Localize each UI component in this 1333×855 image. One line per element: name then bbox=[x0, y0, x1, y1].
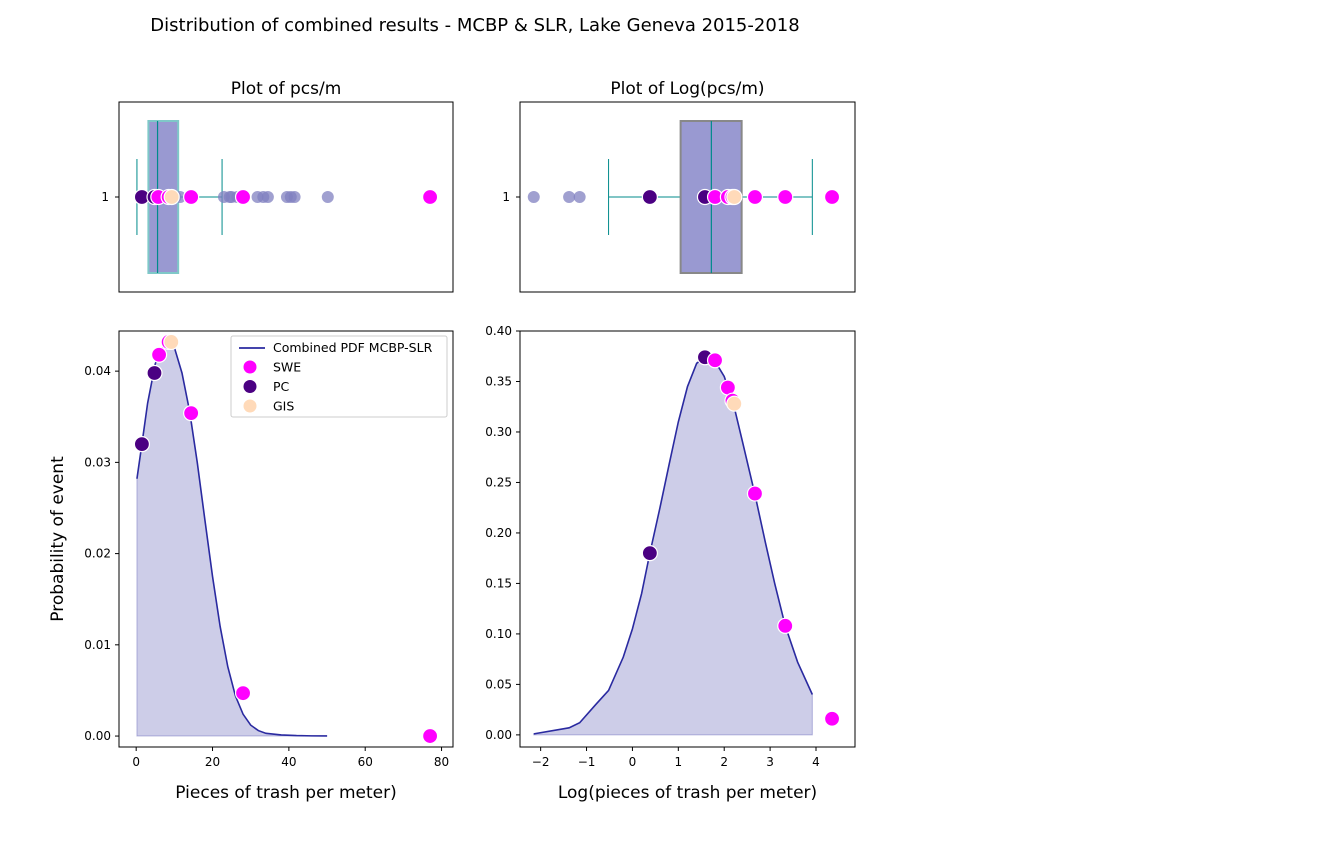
panel-box-linear: Plot of pcs/m 1 bbox=[101, 79, 454, 293]
raw-data-point bbox=[261, 191, 274, 203]
point-swe bbox=[183, 405, 200, 422]
pdf-curve-line bbox=[533, 356, 814, 735]
point-pc bbox=[146, 364, 163, 382]
y-tick-label: 0.00 bbox=[84, 729, 111, 743]
point-gis bbox=[163, 188, 180, 206]
y-tick-label: 0.03 bbox=[84, 455, 111, 469]
y-tick-label: 0.40 bbox=[485, 324, 512, 338]
figure-suptitle: Distribution of combined results - MCBP … bbox=[150, 15, 799, 36]
point-swe bbox=[150, 346, 168, 363]
legend-swatch-gis bbox=[242, 398, 258, 414]
point-swe bbox=[234, 188, 252, 206]
point-swe bbox=[421, 727, 439, 745]
legend-label: Combined PDF MCBP-SLR bbox=[273, 340, 433, 355]
point-swe bbox=[706, 352, 724, 369]
point-pc bbox=[641, 188, 658, 206]
legend-swatch-pc bbox=[242, 379, 258, 394]
x-tick-label: 2 bbox=[720, 755, 728, 769]
y-tick-label: 0.01 bbox=[84, 638, 111, 652]
x-tick-label: 0 bbox=[132, 755, 140, 769]
y-tick-label: 1 bbox=[101, 190, 109, 204]
y-tick-label: 0.10 bbox=[485, 627, 512, 641]
legend-box bbox=[230, 335, 448, 418]
box-plot-title: Plot of pcs/m bbox=[231, 79, 342, 99]
panel-box-log: Plot of Log(pcs/m) 1 bbox=[502, 79, 856, 293]
point-swe bbox=[823, 710, 841, 727]
x-tick-label: 40 bbox=[281, 755, 296, 769]
y-axis-label: Probability of event bbox=[48, 456, 68, 622]
x-axis-label: Log(pieces of trash per meter) bbox=[558, 783, 817, 803]
x-tick-label: −1 bbox=[578, 755, 596, 769]
x-tick-label: 1 bbox=[675, 755, 683, 769]
point-swe bbox=[746, 485, 764, 502]
point-swe bbox=[823, 188, 841, 206]
y-tick-label: 0.02 bbox=[84, 547, 111, 561]
point-swe bbox=[746, 188, 764, 206]
point-gis bbox=[163, 333, 180, 351]
raw-data-point bbox=[321, 191, 334, 203]
point-swe bbox=[777, 188, 794, 206]
x-tick-label: 3 bbox=[766, 755, 774, 769]
x-tick-label: 20 bbox=[205, 755, 220, 769]
point-gis bbox=[726, 188, 743, 206]
raw-data-point bbox=[563, 191, 576, 203]
y-tick-label: 0.00 bbox=[485, 728, 512, 742]
panel-pdf-log: −2 −1 0 1 2 3 4 0.00 0.05 0.10 0.15 0.20 0.25 0.30 0.3… bbox=[485, 324, 856, 803]
point-swe bbox=[234, 685, 252, 702]
point-swe bbox=[183, 188, 200, 206]
raw-data-point bbox=[527, 191, 540, 203]
point-gis bbox=[726, 395, 743, 412]
axes-frame bbox=[118, 330, 454, 748]
y-tick-label: 0.35 bbox=[485, 374, 512, 388]
x-tick-label: 0 bbox=[629, 755, 637, 769]
x-tick-label: 4 bbox=[812, 755, 820, 769]
point-swe bbox=[421, 188, 439, 206]
box-plot-title: Plot of Log(pcs/m) bbox=[610, 79, 764, 99]
x-tick-label: −2 bbox=[532, 755, 550, 769]
raw-data-point bbox=[288, 191, 301, 203]
raw-data-point bbox=[573, 191, 586, 203]
y-tick-label: 0.15 bbox=[485, 576, 512, 590]
legend-label: SWE bbox=[273, 360, 301, 375]
y-tick-label: 0.30 bbox=[485, 425, 512, 439]
point-swe bbox=[777, 617, 794, 634]
y-tick-label: 0.25 bbox=[485, 475, 512, 489]
y-tick-label: 1 bbox=[502, 190, 510, 204]
x-tick-label: 80 bbox=[434, 755, 449, 769]
y-tick-label: 0.05 bbox=[485, 677, 512, 691]
legend-label: GIS bbox=[273, 399, 294, 414]
y-tick-label: 0.04 bbox=[84, 364, 111, 378]
panel-pdf-linear: 0 20 40 60 80 0.00 0.01 0.02 0.03 0.04 Pieces of t… bbox=[48, 330, 454, 803]
point-pc bbox=[641, 545, 658, 562]
point-pc bbox=[133, 436, 151, 453]
legend-label: PC bbox=[273, 379, 290, 394]
y-tick-label: 0.20 bbox=[485, 526, 512, 540]
axes-frame bbox=[519, 330, 856, 748]
legend-swatch-swe bbox=[242, 359, 258, 375]
pdf-area-fill bbox=[533, 356, 813, 736]
x-axis-label: Pieces of trash per meter) bbox=[175, 783, 396, 803]
x-tick-label: 60 bbox=[358, 755, 373, 769]
